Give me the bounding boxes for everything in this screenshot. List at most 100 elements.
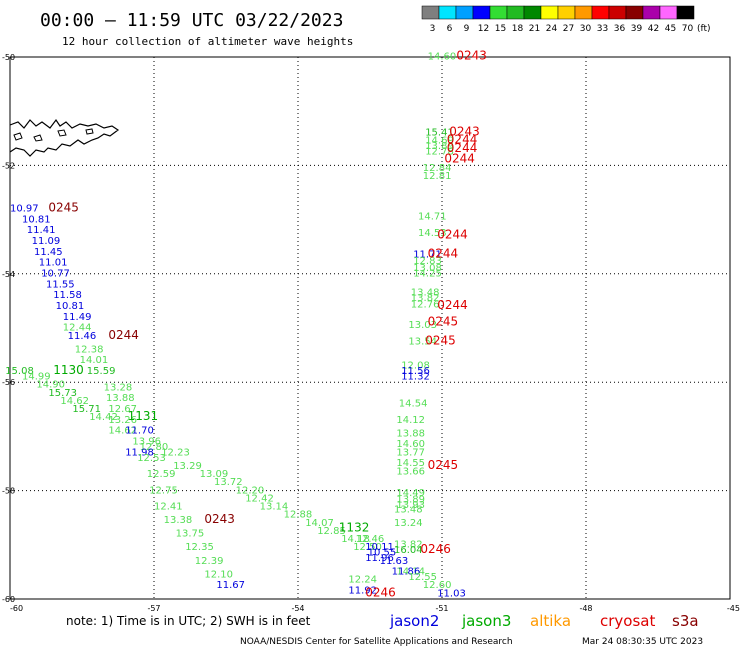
wave-height-label: 10.77 xyxy=(41,269,70,280)
wave-height-label: 12.76 xyxy=(411,299,440,310)
wave-height-label: 12.85 xyxy=(317,526,346,537)
plot-frame xyxy=(9,56,731,600)
pass-time-label: 0243 xyxy=(449,125,480,139)
wave-height-label: 15.73 xyxy=(48,388,77,399)
satellite-legend: jason2 jason3 altika cryosat s3a xyxy=(389,612,699,630)
satellite-label: altika xyxy=(530,612,571,630)
footer-timestamp: Mar 24 08:30:35 UTC 2023 xyxy=(582,637,703,647)
legend-swatch xyxy=(642,5,661,20)
wave-height-label: 11.45 xyxy=(34,247,63,258)
wave-height-label: 13.96 xyxy=(132,437,161,448)
y-tick-label: -58 xyxy=(2,487,15,496)
wave-height-label: 12.20 xyxy=(236,485,265,496)
wave-height-label: 11.55 xyxy=(46,279,75,290)
legend-swatch xyxy=(608,5,627,20)
pass-time-label: 0245 xyxy=(428,314,459,328)
pass-time-label: 0246 xyxy=(365,585,396,599)
page-subtitle: 12 hour collection of altimeter wave hei… xyxy=(62,35,353,48)
wave-height-label: 12.67 xyxy=(108,404,137,415)
wave-height-label: 10.55 xyxy=(368,548,397,559)
y-tick-label: -56 xyxy=(2,378,15,387)
grid-lines xyxy=(10,57,730,599)
wave-height-label: 14.55 xyxy=(396,458,425,469)
legend-label: 30 xyxy=(580,24,592,34)
wave-height-label: 12.80 xyxy=(140,442,169,453)
x-tick-label: -57 xyxy=(147,604,160,613)
wave-height-label: 14.54 xyxy=(399,399,428,410)
wave-height-label: 10.97 xyxy=(10,203,39,214)
legend-label: 21 xyxy=(529,24,540,34)
pass-time-label: 0246 xyxy=(420,542,451,556)
satellite-label: jason2 xyxy=(389,612,439,630)
wave-height-label: 13.93 xyxy=(396,500,425,511)
wave-height-label: 12.41 xyxy=(154,502,183,513)
legend-label: 39 xyxy=(631,24,643,34)
wave-height-label: 11.41 xyxy=(27,225,56,236)
wave-height-label: 12.84 xyxy=(423,163,452,174)
wave-height-label: 14.12 xyxy=(396,415,425,426)
wave-height-label: 12.39 xyxy=(195,556,224,567)
pass-time-label: 0243 xyxy=(456,49,487,63)
wave-height-label: 12.53 xyxy=(137,453,166,464)
legend-label: 6 xyxy=(447,24,453,34)
page-title: 00:00 — 11:59 UTC 03/22/2023 xyxy=(40,10,343,31)
y-tick-label: -60 xyxy=(2,595,15,604)
wave-height-label: 11.32 xyxy=(401,371,430,382)
wave-height-label: 11.03 xyxy=(437,588,466,599)
wave-height-label: 11.58 xyxy=(53,290,82,301)
wave-height-label: 11.70 xyxy=(125,426,154,437)
wave-height-label: 10.11 xyxy=(365,542,394,553)
footer-note: note: 1) Time is in UTC; 2) SWH is in fe… xyxy=(66,614,311,628)
wave-height-label: 14.69 xyxy=(425,136,454,147)
wave-height-label: 13.03 xyxy=(408,320,437,331)
wave-height-label: 14.99 xyxy=(22,371,51,382)
legend-swatch xyxy=(574,5,593,20)
satellite-label: cryosat xyxy=(600,612,655,630)
x-tick-label: -51 xyxy=(435,604,448,613)
legend-label: 45 xyxy=(665,24,676,34)
wave-height-label: 12.24 xyxy=(348,575,377,586)
wave-height-label: 15.71 xyxy=(72,404,101,415)
satellite-label: s3a xyxy=(672,612,699,630)
legend-swatch xyxy=(659,5,678,20)
wave-height-label: 14.60 xyxy=(396,439,425,450)
wave-height-label: 14.90 xyxy=(36,380,65,391)
wave-height-label: 15.59 xyxy=(87,366,116,377)
legend-label: 33 xyxy=(597,24,608,34)
wave-height-label: 12.78 xyxy=(425,147,454,158)
pass-time-label: 0244 xyxy=(444,152,475,166)
coastline-island xyxy=(9,118,120,157)
legend-swatch xyxy=(625,5,644,20)
legend-label: 36 xyxy=(614,24,626,34)
legend-swatch xyxy=(506,5,525,20)
wave-height-label: 11.49 xyxy=(63,312,92,323)
wave-height-label: 11.09 xyxy=(32,236,61,247)
pass-time-label: 0245 xyxy=(425,333,456,347)
legend-swatch xyxy=(472,5,491,20)
pass-time-label: 0244 xyxy=(108,328,139,342)
wave-height-label: 11.71 xyxy=(413,250,442,261)
legend-label: 3 xyxy=(430,24,436,34)
wave-height-label: 13.26 xyxy=(108,415,137,426)
y-tick-label: -50 xyxy=(2,53,15,62)
legend-swatch xyxy=(676,5,695,20)
legend-swatch xyxy=(523,5,542,20)
pass-time-label: 1132 xyxy=(339,520,370,534)
wave-height-label: 13.48 xyxy=(411,287,440,298)
wave-height-label: 13.75 xyxy=(176,529,205,540)
legend-label: 24 xyxy=(546,24,558,34)
wave-height-label: 11.96 xyxy=(365,553,394,564)
wave-height-label: 11.98 xyxy=(125,447,154,458)
legend-label: (ft) xyxy=(697,24,711,34)
wave-height-label: 11.56 xyxy=(401,366,430,377)
wave-height-label: 13.77 xyxy=(396,447,425,458)
wave-height-label: 16.04 xyxy=(394,545,423,556)
footer-credit: NOAA/NESDIS Center for Satellite Applica… xyxy=(240,637,513,647)
legend-label: 42 xyxy=(648,24,659,34)
wave-height-label: 13.29 xyxy=(173,461,202,472)
wave-height-label: 15.41 xyxy=(425,128,454,139)
wave-height-label: 14.18 xyxy=(341,534,370,545)
wave-height-label: 13.72 xyxy=(214,477,243,488)
wave-height-label: 13.09 xyxy=(200,469,229,480)
